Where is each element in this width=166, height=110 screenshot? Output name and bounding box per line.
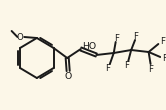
- Text: O: O: [17, 32, 24, 41]
- Text: F: F: [148, 64, 153, 73]
- Text: F: F: [114, 34, 119, 42]
- Text: F: F: [105, 63, 110, 72]
- Text: O: O: [65, 72, 72, 81]
- Text: F: F: [160, 37, 165, 46]
- Text: F: F: [162, 53, 166, 62]
- Text: F: F: [124, 61, 129, 70]
- Text: F: F: [133, 31, 139, 40]
- Text: HO: HO: [83, 41, 97, 50]
